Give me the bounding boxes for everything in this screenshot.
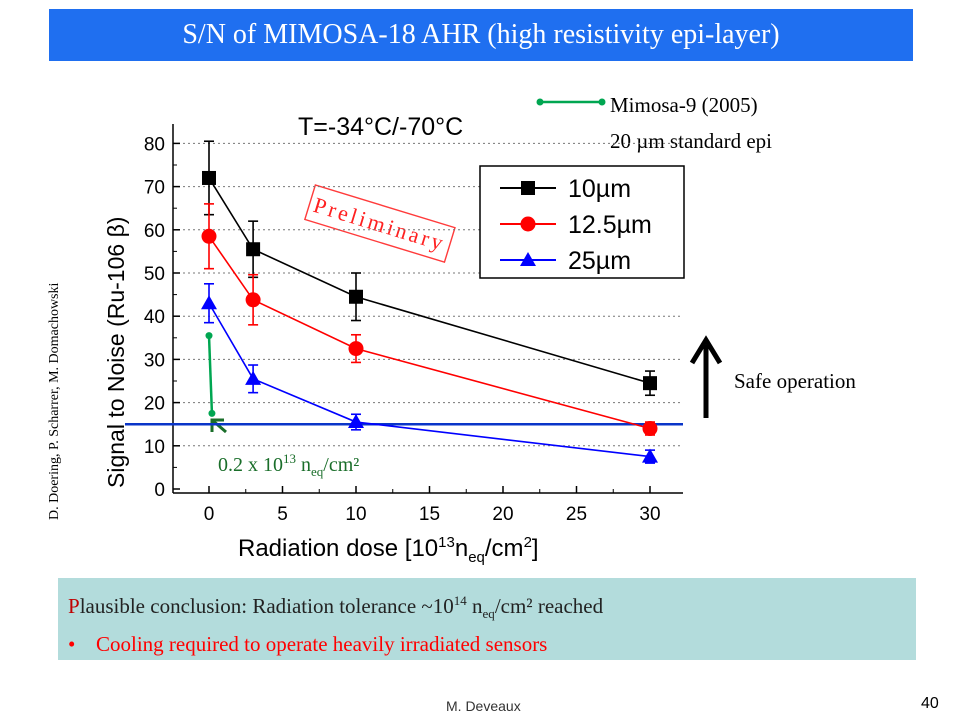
conclusion-sup: 14 bbox=[453, 593, 467, 608]
legend-marker bbox=[520, 216, 536, 232]
data-point bbox=[208, 409, 216, 417]
conclusion-first-letter: P bbox=[68, 594, 80, 618]
y-tick-label: 40 bbox=[144, 307, 165, 328]
mimosa-legend-dot-right bbox=[598, 98, 606, 106]
preliminary-stamp: Preliminary bbox=[303, 184, 456, 264]
data-point bbox=[246, 242, 261, 257]
plot-area: 0 10 20 30 40 50 60 70 80 0 5 10 15 20 25 30 bbox=[125, 124, 683, 525]
temperature-label: T=-34°C/-70°C bbox=[298, 113, 463, 141]
series-line bbox=[208, 302, 651, 458]
bullet-text: Cooling required to operate heavily irra… bbox=[96, 632, 548, 657]
y-tick-label: 70 bbox=[144, 178, 165, 199]
conclusion-n: n bbox=[466, 594, 483, 618]
conclusion-box: Plausible conclusion: Radiation toleranc… bbox=[58, 578, 916, 660]
data-point bbox=[642, 448, 658, 463]
mimosa-label-line2: 20 µm standard epi bbox=[610, 129, 772, 153]
footer-author: M. Deveaux bbox=[446, 698, 521, 714]
mimosa-legend-dot-left bbox=[536, 98, 544, 106]
x-axis-title-sup2: 2 bbox=[524, 534, 532, 551]
x-axis-title-n: n bbox=[455, 535, 468, 562]
mimosa-label-line1: Mimosa-9 (2005) bbox=[610, 93, 758, 117]
x-tick-label: 10 bbox=[345, 504, 366, 525]
safe-operation-label: Safe operation bbox=[734, 369, 856, 393]
x-axis-title-sup: 13 bbox=[438, 534, 455, 551]
x-tick-label: 25 bbox=[566, 504, 587, 525]
bullet-icon: • bbox=[68, 632, 76, 657]
legend-label: 25µm bbox=[568, 247, 631, 275]
x-axis-title: Radiation dose [1013neq/cm2] bbox=[238, 534, 539, 566]
x-axis-title-sub: eq bbox=[468, 549, 485, 566]
x-tick-label: 20 bbox=[492, 504, 513, 525]
legend-marker bbox=[520, 252, 536, 266]
y-axis-title: Signal to Noise (Ru-106 β) bbox=[103, 217, 129, 488]
conclusion-tail: /cm² reached bbox=[494, 594, 604, 618]
series-line bbox=[208, 235, 651, 430]
data-point bbox=[202, 170, 216, 185]
mimosa-legend: Mimosa-9 (2005) 20 µm standard epi bbox=[536, 93, 772, 153]
safe-operation-arrow bbox=[689, 335, 723, 418]
legend-label: 12.5µm bbox=[568, 211, 652, 239]
conclusion-bullet: • Cooling required to operate heavily irr… bbox=[68, 629, 906, 659]
conclusion-text: lausible conclusion: Radiation tolerance… bbox=[79, 594, 454, 618]
dose-annotation: 0.2 x 1013 neq/cm² bbox=[218, 451, 359, 479]
x-tick-label: 5 bbox=[277, 504, 288, 525]
slide-title: S/N of MIMOSA-18 AHR (high resistivity e… bbox=[49, 9, 913, 61]
series-legend: 10µm 12.5µm 25µm bbox=[479, 165, 685, 279]
conclusion-sub: eq bbox=[482, 606, 495, 622]
x-tick-label: 0 bbox=[204, 504, 215, 525]
data-point bbox=[642, 421, 658, 437]
data-point bbox=[205, 332, 213, 340]
page-number: 40 bbox=[921, 695, 939, 712]
x-tick-label: 30 bbox=[639, 504, 660, 525]
data-point bbox=[348, 414, 364, 429]
y-tick-label: 0 bbox=[154, 480, 165, 501]
series-line bbox=[207, 335, 214, 414]
y-tick-label: 80 bbox=[144, 134, 165, 155]
x-axis-title-unit: /cm bbox=[485, 535, 524, 562]
data-point bbox=[201, 295, 217, 310]
series-line bbox=[208, 177, 651, 384]
legend-marker bbox=[521, 181, 535, 195]
data-point bbox=[643, 376, 657, 391]
x-tick-label: 15 bbox=[419, 504, 440, 525]
y-tick-label: 20 bbox=[144, 394, 165, 415]
conclusion-line: Plausible conclusion: Radiation toleranc… bbox=[68, 586, 906, 629]
y-tick-label: 50 bbox=[144, 264, 165, 285]
y-tick-label: 10 bbox=[144, 437, 165, 458]
data-point bbox=[245, 292, 261, 308]
data-point bbox=[349, 289, 363, 304]
data-point bbox=[201, 228, 217, 244]
x-axis-title-main: Radiation dose [10 bbox=[238, 535, 438, 562]
y-tick-label: 30 bbox=[144, 350, 165, 371]
preliminary-text: Preliminary bbox=[311, 192, 449, 256]
y-tick-label: 60 bbox=[144, 221, 165, 242]
dose-annotation-arrow bbox=[210, 418, 227, 434]
legend-label: 10µm bbox=[568, 175, 631, 203]
data-point bbox=[245, 370, 262, 385]
x-axis-title-close: ] bbox=[532, 535, 539, 562]
data-point bbox=[348, 341, 364, 357]
